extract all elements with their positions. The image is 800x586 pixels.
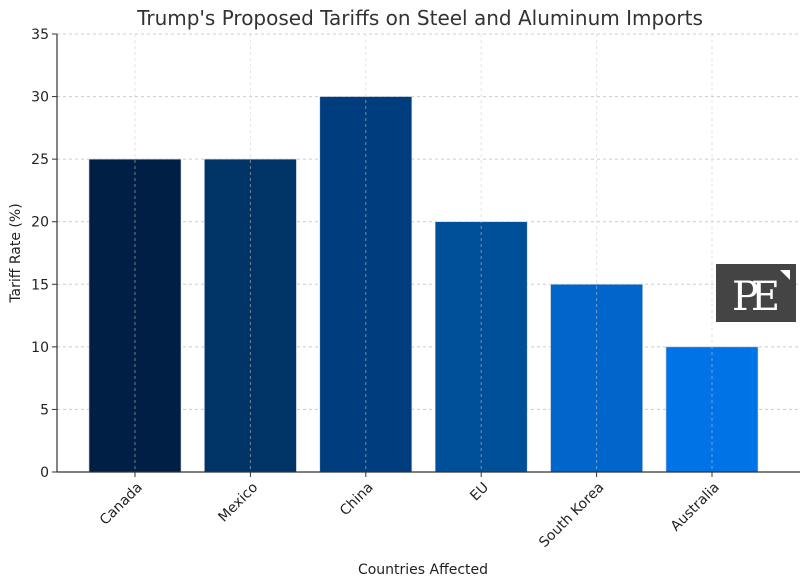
- watermark-text: PE: [732, 274, 777, 320]
- chart-title: Trump's Proposed Tariffs on Steel and Al…: [136, 6, 703, 30]
- y-axis-label: Tariff Rate (%): [8, 203, 24, 303]
- x-tick-label: Australia: [668, 480, 723, 535]
- y-tick-label: 25: [31, 152, 49, 168]
- bar-china: [319, 96, 413, 473]
- x-tick-label: EU: [467, 480, 492, 505]
- y-tick-label: 20: [31, 215, 49, 231]
- x-tick-label: Mexico: [215, 480, 261, 526]
- x-tick-label: Canada: [97, 480, 146, 529]
- y-tick-label: 35: [31, 27, 49, 43]
- watermark-corner-icon: [780, 270, 790, 280]
- y-tick-label: 0: [40, 465, 49, 481]
- y-tick-label: 30: [31, 90, 49, 106]
- y-tick-label: 15: [31, 277, 49, 293]
- x-tick-label: China: [337, 480, 377, 520]
- x-axis-label: Countries Affected: [358, 562, 488, 578]
- x-tick-label: South Korea: [536, 480, 607, 551]
- y-tick-label: 10: [31, 340, 49, 356]
- watermark-logo: PE: [716, 264, 796, 322]
- watermark-background: [716, 264, 796, 322]
- bar-layer: [88, 34, 759, 473]
- y-tick-label: 5: [40, 402, 49, 418]
- bar-australia: [665, 346, 759, 473]
